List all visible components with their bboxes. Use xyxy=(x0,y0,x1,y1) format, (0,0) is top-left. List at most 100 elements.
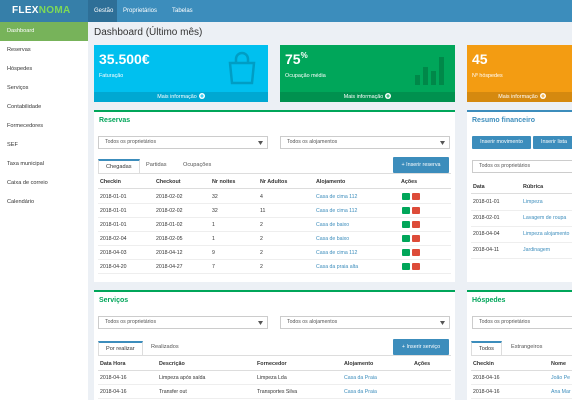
sidebar-item[interactable]: Dashboard xyxy=(0,22,88,41)
resumo-box: Resumo financeiro Inserir movimento Inseri… xyxy=(467,110,572,282)
button[interactable]: Inserir lista xyxy=(533,136,572,149)
cell: Limpeza alojamento xyxy=(523,231,570,237)
column-header: Checkin xyxy=(100,179,121,185)
nav-item[interactable]: Tabelas xyxy=(172,8,193,14)
cell: 2018-01-01 xyxy=(100,208,127,214)
column-header: Descrição xyxy=(159,361,185,367)
sidebar: Dashboard Reservas Hóspedes Serviços Contabi… xyxy=(0,22,88,400)
more-link[interactable]: Mais informação xyxy=(343,94,384,100)
sidebar-item[interactable]: Calendário xyxy=(7,199,35,205)
tab[interactable]: Todos xyxy=(471,341,502,355)
tab-rule xyxy=(471,355,572,356)
column-header: Nome xyxy=(551,361,566,367)
sidebar-item[interactable]: Formecedores xyxy=(7,123,44,129)
sidebar-item[interactable]: Taxa municipal xyxy=(7,161,44,167)
value: 35.500€ xyxy=(99,51,150,67)
edit-button[interactable] xyxy=(402,235,410,242)
more-icon xyxy=(198,93,205,100)
select[interactable]: Todos os alojamentos xyxy=(280,136,450,149)
more-link[interactable]: Mais informação xyxy=(157,94,197,100)
info-icon xyxy=(224,51,260,94)
plus-icon xyxy=(198,93,205,99)
edit-button[interactable] xyxy=(402,193,410,200)
reservas-box: Reservas Todos os proprietários Todos os a… xyxy=(94,110,455,282)
info-footer[interactable]: Mais informação xyxy=(280,92,455,102)
edit-button[interactable] xyxy=(402,249,410,256)
row-rule xyxy=(471,384,572,385)
more-link[interactable]: Mais informação xyxy=(498,94,538,100)
sidebar-item[interactable]: Caixa de correio xyxy=(7,180,48,186)
row-rule xyxy=(98,384,451,385)
page-title: Dashboard (Último mês) xyxy=(94,27,203,38)
cell: 2 xyxy=(260,264,263,270)
tab[interactable]: Por realizar xyxy=(98,341,143,355)
cell: João Pe xyxy=(551,375,571,381)
row-rule xyxy=(98,273,451,274)
icon xyxy=(415,57,444,85)
select[interactable]: Todos os proprietários xyxy=(472,316,572,329)
delete-button[interactable] xyxy=(412,193,420,200)
row-rule xyxy=(471,226,572,227)
select-text: Todos os alojamentos xyxy=(287,139,338,145)
delete-button[interactable] xyxy=(412,221,420,228)
column-header: Nr Adultos xyxy=(260,179,288,185)
cell: 2018-02-01 xyxy=(473,215,500,221)
cell: 2018-04-16 xyxy=(100,389,127,395)
cell: 2018-01-01 xyxy=(100,194,127,200)
edit-button[interactable] xyxy=(402,207,410,214)
cell: 2018-02-04 xyxy=(100,236,127,242)
info-footer[interactable]: Mais informação xyxy=(467,92,572,102)
cell: 2018-04-16 xyxy=(100,375,127,381)
box-title: Reservas xyxy=(99,117,131,124)
select[interactable]: Todos os proprietários xyxy=(98,136,268,149)
tab-rule xyxy=(98,355,451,356)
tab[interactable]: Ocupações xyxy=(183,162,212,168)
select-text: Todos os proprietários xyxy=(479,163,531,169)
sidebar-item[interactable]: Hóspedes xyxy=(7,66,33,72)
info-value: 75% xyxy=(285,51,308,67)
delete-button[interactable] xyxy=(412,207,420,214)
tab[interactable]: Realizados xyxy=(151,344,179,350)
delete-button[interactable] xyxy=(412,263,420,270)
value: 75 xyxy=(285,51,301,67)
more-icon xyxy=(539,93,546,100)
sidebar-item[interactable]: Reservas xyxy=(7,47,31,53)
cell: 2018-02-05 xyxy=(156,236,183,242)
cell: Limpeza xyxy=(523,199,543,205)
cell: Jardinagem xyxy=(523,247,551,253)
info-icon xyxy=(411,51,447,94)
nav-item[interactable]: Proprietários xyxy=(123,8,158,14)
cell: Casa da praia alta xyxy=(316,264,359,270)
header-rule xyxy=(98,370,451,371)
tab[interactable]: Estrangeiros xyxy=(511,344,543,350)
edit-button[interactable] xyxy=(402,221,410,228)
caret xyxy=(258,141,263,145)
delete-button[interactable] xyxy=(412,249,420,256)
box-title: Serviços xyxy=(99,297,129,304)
select[interactable]: Todos os proprietários xyxy=(98,316,268,329)
edit-button[interactable] xyxy=(402,263,410,270)
select[interactable]: Todos os alojamentos xyxy=(280,316,450,329)
sidebar-item[interactable]: SEF xyxy=(7,142,18,148)
tab[interactable]: Partidas xyxy=(146,162,167,168)
sidebar-item[interactable]: Serviços xyxy=(7,85,29,91)
more-icon xyxy=(385,93,392,100)
cell: 32 xyxy=(212,194,218,200)
tab[interactable]: Chegadas xyxy=(98,159,140,173)
info-footer[interactable]: Mais informação xyxy=(94,92,268,102)
cell: Transfer out xyxy=(159,389,187,395)
add-button[interactable]: + Inserir serviço xyxy=(393,339,449,355)
value: 45 xyxy=(472,51,488,67)
sidebar-item[interactable]: Contabilidade xyxy=(7,104,42,110)
servicos-box: Serviços Todos os proprietários Todos os a… xyxy=(94,290,455,400)
button[interactable]: Inserir movimento xyxy=(472,136,531,149)
cell: 2018-01-02 xyxy=(156,222,183,228)
delete-button[interactable] xyxy=(412,235,420,242)
hospedes-box: Hóspedes Todos os proprietários Todos Estra… xyxy=(467,290,572,400)
info-label: Ocupação média xyxy=(285,73,326,79)
add-button[interactable]: + Inserir reserva xyxy=(393,157,449,173)
logo[interactable]: FLEXNOMA xyxy=(0,0,88,22)
nav-item[interactable]: Gestão xyxy=(88,0,117,22)
select[interactable]: Todos os proprietários xyxy=(472,160,572,173)
